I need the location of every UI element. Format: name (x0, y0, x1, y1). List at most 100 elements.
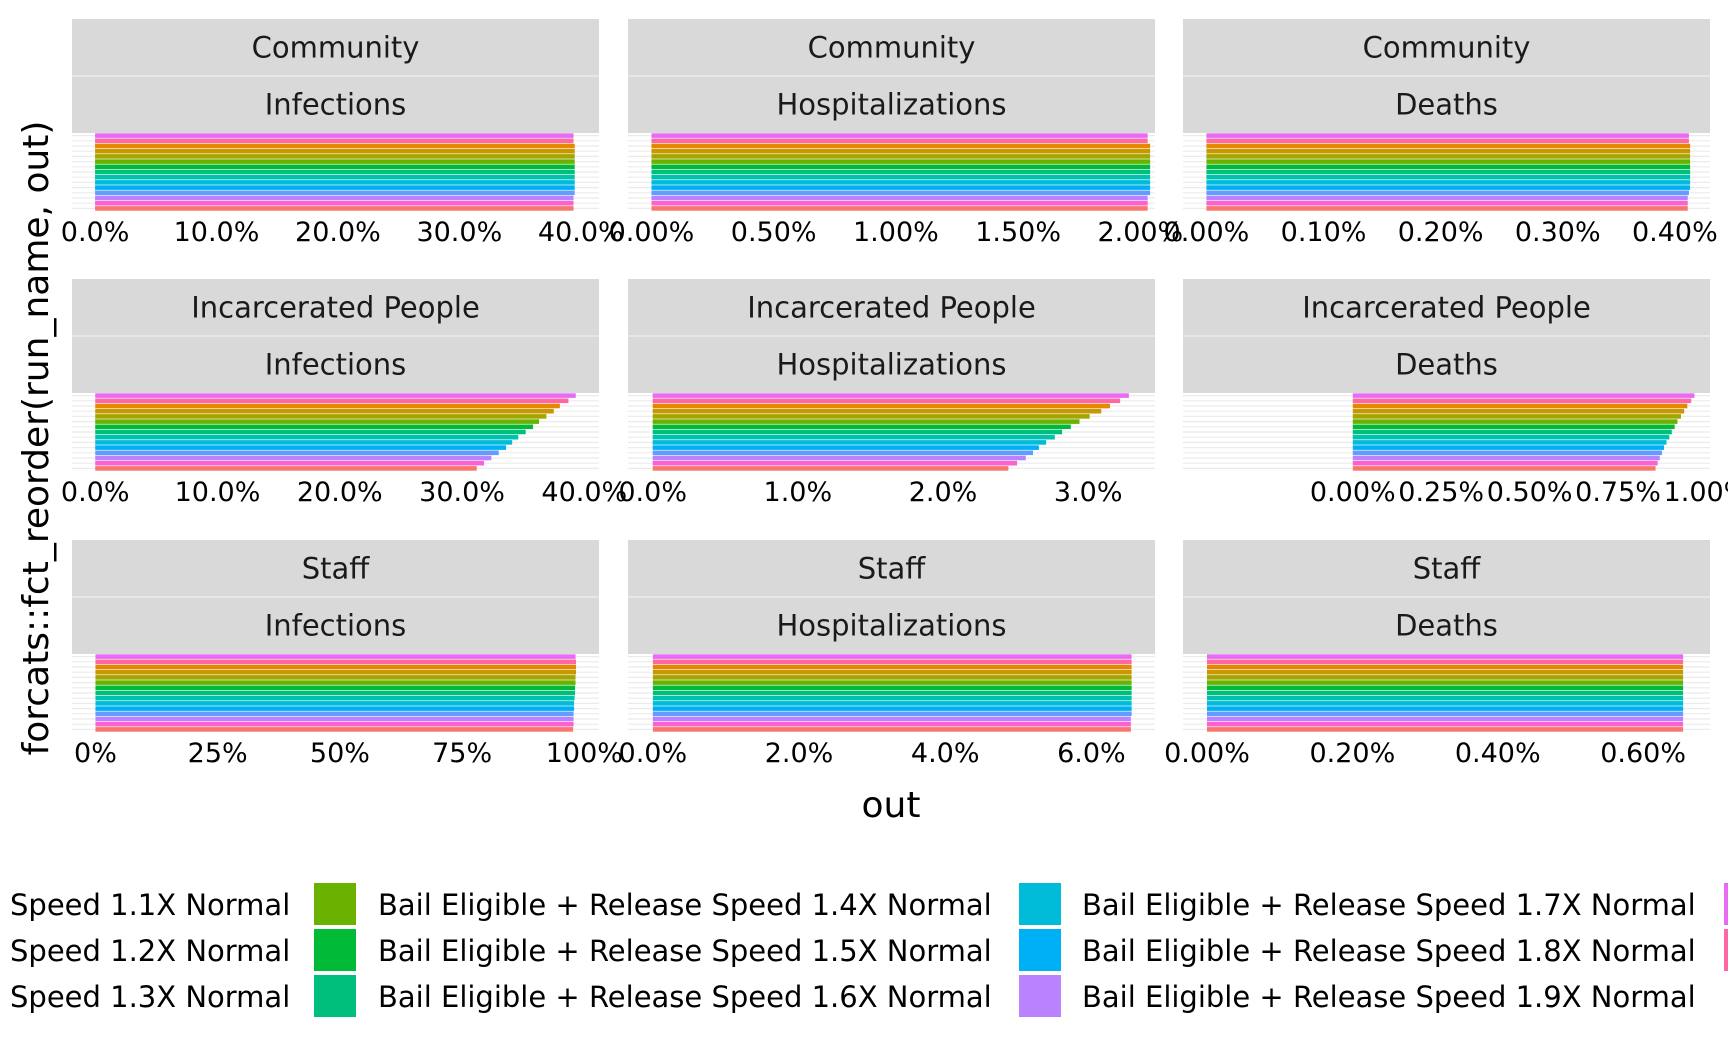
x-tick-label: 0.0% (619, 738, 688, 769)
bar (652, 440, 1047, 445)
strip-label-bottom: Hospitalizations (776, 609, 1006, 643)
bar (651, 138, 1148, 144)
bar (1206, 716, 1684, 722)
bar (1352, 450, 1662, 456)
bar (1206, 180, 1691, 185)
bar (95, 434, 519, 440)
strip-background (628, 279, 1155, 336)
bar (95, 408, 554, 414)
strip-label-top: Incarcerated People (1302, 291, 1591, 325)
x-tick-label: 40.0% (538, 217, 624, 248)
strip-background (628, 336, 1155, 393)
bar (95, 180, 575, 185)
bar (1206, 690, 1684, 696)
y-axis-title: forcats::fct_reorder(run_name, out) (16, 121, 57, 756)
legend-label: Speed 1.2X Normal (10, 934, 290, 968)
bar (1352, 414, 1681, 419)
facet-panel: Staff Infections 0% 25% 50% 75% 100% (72, 540, 623, 769)
x-tick-label: 0% (74, 738, 117, 769)
bar (1352, 398, 1692, 404)
x-tick-label: 0.20% (1309, 738, 1395, 769)
legend-label: Bail Eligible + Release Speed 1.5X Norma… (378, 934, 992, 968)
bar (95, 460, 485, 466)
x-tick-label: 0.60% (1600, 738, 1686, 769)
legend-label: Bail Eligible + Release Speed 1.4X Norma… (378, 888, 992, 922)
strip-label-top: Staff (858, 552, 927, 586)
bar (95, 466, 477, 471)
bar (1206, 159, 1691, 164)
bar (95, 403, 560, 409)
strip-background (72, 597, 599, 654)
x-tick-label: 2.00% (1097, 217, 1183, 248)
bar (1206, 174, 1691, 180)
bar (652, 424, 1071, 430)
strip-label-bottom: Infections (265, 609, 407, 643)
x-tick-label: 75% (432, 738, 492, 769)
bar (652, 690, 1132, 696)
x-axis-title: out (862, 785, 921, 826)
bar (652, 460, 1018, 466)
strip-label-top: Community (1363, 31, 1531, 65)
x-tick-label: 0.00% (1164, 738, 1250, 769)
legend-key (1019, 883, 1061, 925)
legend-key (1019, 929, 1061, 971)
bar (1206, 669, 1684, 675)
bar (95, 445, 507, 450)
bar (95, 690, 576, 696)
x-tick-label: 1.00% (853, 217, 939, 248)
bar (651, 148, 1151, 154)
bar (95, 190, 575, 196)
bar (95, 185, 575, 190)
bar (652, 701, 1132, 706)
x-tick-label: 1.00% (1664, 477, 1728, 508)
legend-label: Speed 1.1X Normal (10, 888, 290, 922)
bar (95, 164, 575, 170)
bar (95, 174, 575, 180)
bar (651, 200, 1148, 206)
bar (1206, 206, 1688, 211)
bar (1206, 721, 1684, 727)
bar (652, 434, 1055, 440)
bar (1206, 169, 1691, 175)
bar (652, 455, 1026, 461)
bar (1206, 695, 1684, 701)
bar (95, 398, 569, 404)
bar (95, 143, 575, 149)
x-tick-label: 4.0% (911, 738, 980, 769)
bar (95, 727, 574, 732)
bar (1206, 706, 1684, 711)
bar (1206, 727, 1684, 732)
strip-label-top: Incarcerated People (747, 291, 1036, 325)
bar (95, 701, 575, 706)
bar (95, 685, 576, 691)
strip-label-bottom: Infections (265, 88, 407, 122)
x-tick-label: 10.0% (175, 477, 261, 508)
x-tick-label: 3.0% (1054, 477, 1123, 508)
bar (1206, 164, 1691, 170)
bar (652, 414, 1090, 419)
facet-panel: Incarcerated People Deaths 0.00% 0.25% 0.50%… (1183, 279, 1728, 508)
x-tick-label: 1.50% (975, 217, 1061, 248)
bar (651, 180, 1151, 185)
x-tick-label: 6.0% (1057, 738, 1126, 769)
bar (95, 680, 576, 685)
x-tick-label: 0.40% (1455, 738, 1541, 769)
x-tick-label: 20.0% (295, 217, 381, 248)
x-tick-label: 30.0% (416, 217, 502, 248)
bar (652, 675, 1132, 680)
bar (652, 419, 1080, 424)
bar (1206, 701, 1684, 706)
bar (651, 174, 1151, 180)
bar (652, 695, 1132, 701)
x-tick-label: 50% (310, 738, 370, 769)
bar (95, 154, 575, 159)
x-tick-label: 100% (546, 738, 623, 769)
x-tick-label: 0.50% (1487, 477, 1573, 508)
bar (95, 695, 575, 701)
bar (1206, 685, 1684, 691)
bar (1352, 393, 1695, 398)
strip-background (1183, 540, 1710, 597)
strip-label-top: Community (252, 31, 420, 65)
bar (652, 659, 1132, 665)
